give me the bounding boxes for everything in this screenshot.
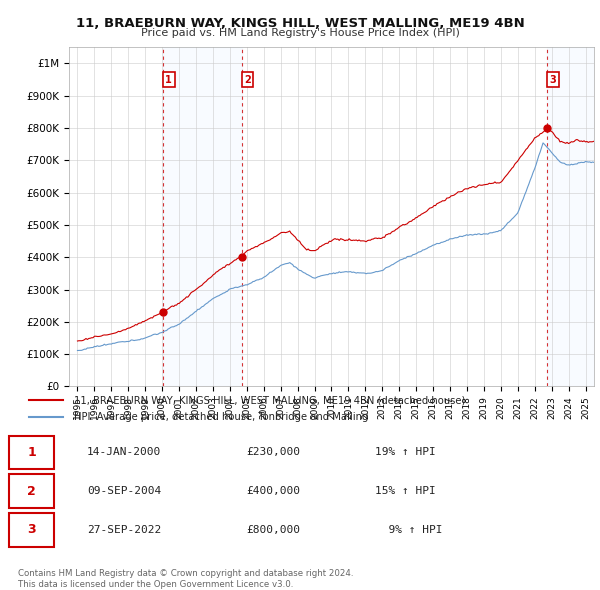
Text: HPI: Average price, detached house, Tonbridge and Malling: HPI: Average price, detached house, Tonb… [74, 412, 369, 422]
Bar [163, 47, 242, 386]
FancyBboxPatch shape [9, 474, 54, 508]
Text: £230,000: £230,000 [246, 447, 300, 457]
Text: 11, BRAEBURN WAY, KINGS HILL, WEST MALLING, ME19 4BN (detached house): 11, BRAEBURN WAY, KINGS HILL, WEST MALLI… [74, 395, 466, 405]
Text: 14-JAN-2000: 14-JAN-2000 [87, 447, 161, 457]
Text: 2: 2 [244, 74, 251, 84]
Text: 19% ↑ HPI: 19% ↑ HPI [375, 447, 436, 457]
Text: 9% ↑ HPI: 9% ↑ HPI [375, 525, 443, 535]
Text: Contains HM Land Registry data © Crown copyright and database right 2024.
This d: Contains HM Land Registry data © Crown c… [18, 569, 353, 589]
Text: 27-SEP-2022: 27-SEP-2022 [87, 525, 161, 535]
Bar [547, 47, 594, 386]
Text: 1: 1 [166, 74, 172, 84]
Text: 09-SEP-2004: 09-SEP-2004 [87, 486, 161, 496]
Text: 3: 3 [27, 523, 36, 536]
Text: £400,000: £400,000 [246, 486, 300, 496]
Text: £800,000: £800,000 [246, 525, 300, 535]
Text: Price paid vs. HM Land Registry's House Price Index (HPI): Price paid vs. HM Land Registry's House … [140, 28, 460, 38]
Text: 2: 2 [27, 484, 36, 498]
FancyBboxPatch shape [9, 435, 54, 470]
Text: 1: 1 [27, 446, 36, 459]
Text: 3: 3 [550, 74, 557, 84]
FancyBboxPatch shape [9, 513, 54, 547]
Text: 15% ↑ HPI: 15% ↑ HPI [375, 486, 436, 496]
Text: 11, BRAEBURN WAY, KINGS HILL, WEST MALLING, ME19 4BN: 11, BRAEBURN WAY, KINGS HILL, WEST MALLI… [76, 17, 524, 30]
